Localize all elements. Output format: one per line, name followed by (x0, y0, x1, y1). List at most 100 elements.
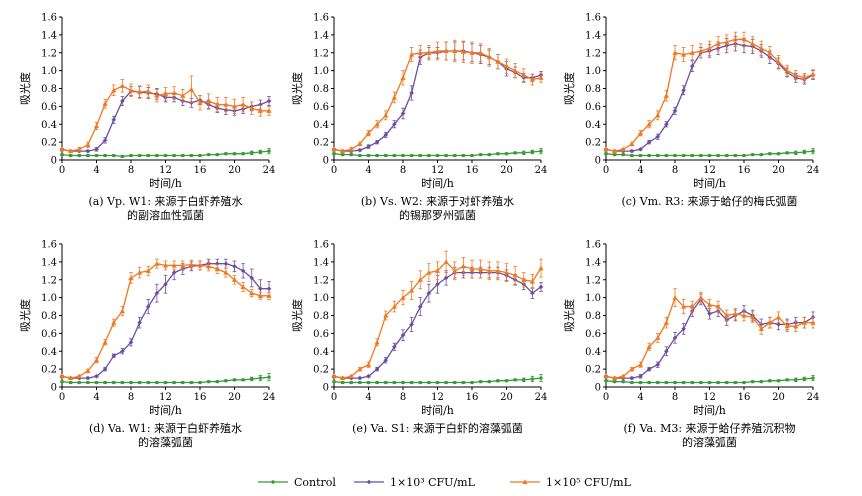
data-point (646, 344, 652, 349)
data-point (453, 380, 457, 385)
data-point (383, 357, 389, 363)
data-point (638, 146, 643, 152)
data-point (60, 152, 64, 157)
data-point (672, 50, 678, 55)
data-point (94, 146, 99, 152)
data-point (241, 152, 245, 156)
data-point (365, 130, 372, 136)
data-point (189, 153, 194, 158)
data-point (794, 151, 798, 155)
data-point (154, 93, 160, 98)
data-point (461, 380, 466, 385)
data-point (155, 153, 159, 158)
data-point (332, 379, 336, 384)
y-tick-label: 1.4 (313, 30, 329, 41)
data-point (76, 373, 82, 379)
data-point (249, 105, 255, 111)
x-tick-label: 4 (365, 165, 371, 176)
data-point (715, 303, 721, 309)
data-point (111, 320, 117, 325)
data-point (426, 50, 432, 55)
data-point (724, 39, 730, 45)
data-point (384, 380, 388, 385)
data-point (366, 373, 371, 379)
data-point (85, 148, 91, 154)
series-2 (59, 75, 272, 154)
data-point (383, 132, 389, 138)
data-point (672, 108, 678, 114)
data-point (725, 380, 729, 385)
legend-marker (366, 479, 372, 485)
y-axis-label: 吸光度 (562, 72, 576, 105)
x-tick-label: 20 (228, 165, 241, 176)
data-point (663, 320, 669, 325)
series-2 (331, 250, 544, 381)
data-point (401, 153, 405, 158)
data-point (417, 50, 423, 55)
panel-caption: (c) Vm. R3: 来源于蛤仔的梅氏弧菌 (621, 194, 797, 208)
data-point (681, 153, 686, 158)
data-point (539, 376, 543, 380)
data-point (340, 380, 345, 385)
data-point (503, 270, 510, 275)
data-point (621, 379, 625, 384)
series-1 (331, 266, 544, 381)
data-point (391, 303, 397, 309)
x-tick-label: 12 (703, 392, 716, 403)
data-point (250, 151, 254, 155)
data-point (266, 286, 272, 291)
data-point (409, 90, 414, 96)
data-point (188, 86, 194, 92)
data-point (503, 63, 510, 69)
x-tick-label: 4 (637, 392, 643, 403)
data-point (60, 379, 64, 384)
data-point (111, 87, 117, 93)
data-point (400, 332, 406, 338)
data-point (111, 353, 117, 359)
data-point (375, 380, 379, 385)
y-tick-label: 0.2 (313, 138, 329, 149)
y-tick-label: 1.4 (41, 257, 57, 268)
data-point (655, 362, 661, 367)
data-point (452, 268, 458, 273)
data-point (629, 141, 635, 146)
x-tick-label: 12 (431, 392, 444, 403)
y-tick-label: 1.0 (41, 293, 57, 304)
data-point (706, 45, 713, 51)
data-point (375, 153, 379, 158)
data-point (689, 50, 695, 55)
data-point (810, 71, 816, 77)
x-tick-label: 8 (672, 165, 678, 176)
data-point (223, 261, 229, 266)
series-2 (59, 258, 272, 381)
data-point (768, 379, 772, 383)
data-point (215, 379, 219, 384)
data-point (112, 380, 116, 385)
y-tick-label: 0.4 (313, 120, 329, 131)
data-point (128, 275, 134, 281)
y-tick-label: 0.4 (585, 347, 601, 358)
data-point (469, 50, 475, 55)
data-point (655, 335, 661, 340)
legend-label: 1×10³ CFU/mL (390, 476, 476, 489)
x-tick-label: 16 (466, 392, 479, 403)
y-tick-label: 0.6 (41, 329, 57, 340)
data-point (637, 130, 644, 136)
data-point (258, 150, 263, 154)
data-point (400, 75, 406, 80)
panel-caption: (a) Vp. W1: 来源于白虾养殖水的副溶血性弧菌 (88, 194, 242, 222)
y-tick-label: 0 (323, 383, 329, 394)
legend-marker (522, 479, 528, 485)
data-point (759, 379, 763, 384)
data-point (759, 152, 763, 157)
data-point (374, 339, 380, 345)
caption-line: (f) Va. M3: 来源于蛤仔养殖沉积物 (623, 421, 795, 435)
data-point (530, 290, 535, 296)
data-point (162, 262, 169, 268)
data-point (664, 380, 669, 385)
data-point (732, 311, 738, 316)
data-point (629, 148, 635, 154)
data-point (785, 378, 789, 382)
data-point (435, 281, 440, 287)
data-point (478, 379, 483, 384)
